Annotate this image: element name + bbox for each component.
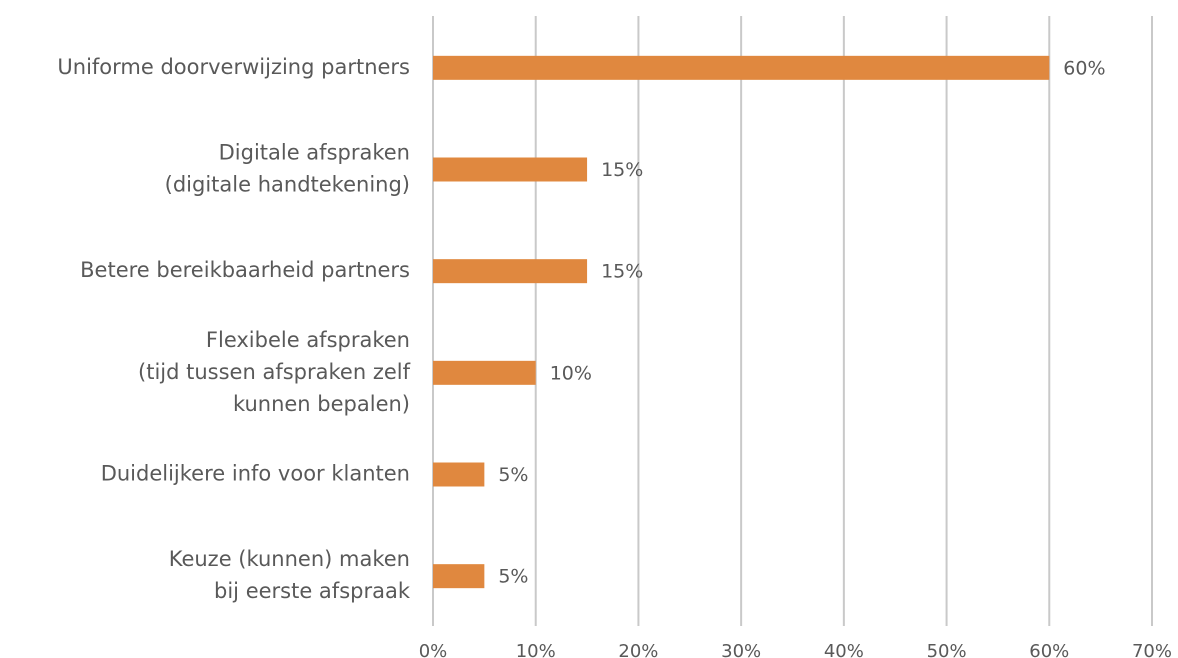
y-tick-label: Uniforme doorverwijzing partners [57, 55, 410, 79]
x-tick-label: 70% [1132, 641, 1172, 658]
data-label: 60% [1063, 57, 1105, 79]
data-label: 15% [601, 159, 643, 181]
bar [433, 157, 588, 182]
x-tick-label: 30% [721, 641, 761, 658]
x-tick-label: 10% [516, 641, 556, 658]
x-tick-label: 0% [419, 641, 448, 658]
y-tick-label: Flexibele afspraken (tijd tussen afsprake… [138, 328, 411, 416]
data-label: 10% [550, 362, 592, 384]
bar [433, 55, 1050, 80]
x-tick-label: 40% [824, 641, 864, 658]
bar [433, 259, 588, 284]
bar [433, 462, 485, 487]
x-tick-label: 50% [927, 641, 967, 658]
data-label: 15% [601, 261, 643, 283]
data-label: 5% [498, 464, 528, 486]
bar [433, 360, 536, 385]
y-tick-label: Keuze (kunnen) maken bij eerste afspraak [169, 547, 411, 603]
data-label: 5% [498, 566, 528, 588]
bar [433, 564, 485, 589]
y-tick-label: Betere bereikbaarheid partners [80, 258, 410, 282]
y-tick-label: Digitale afspraken (digitale handtekening… [165, 141, 410, 197]
x-tick-label: 60% [1029, 641, 1069, 658]
x-tick-label: 20% [618, 641, 658, 658]
y-tick-label: Duidelijkere info voor klanten [101, 462, 410, 486]
